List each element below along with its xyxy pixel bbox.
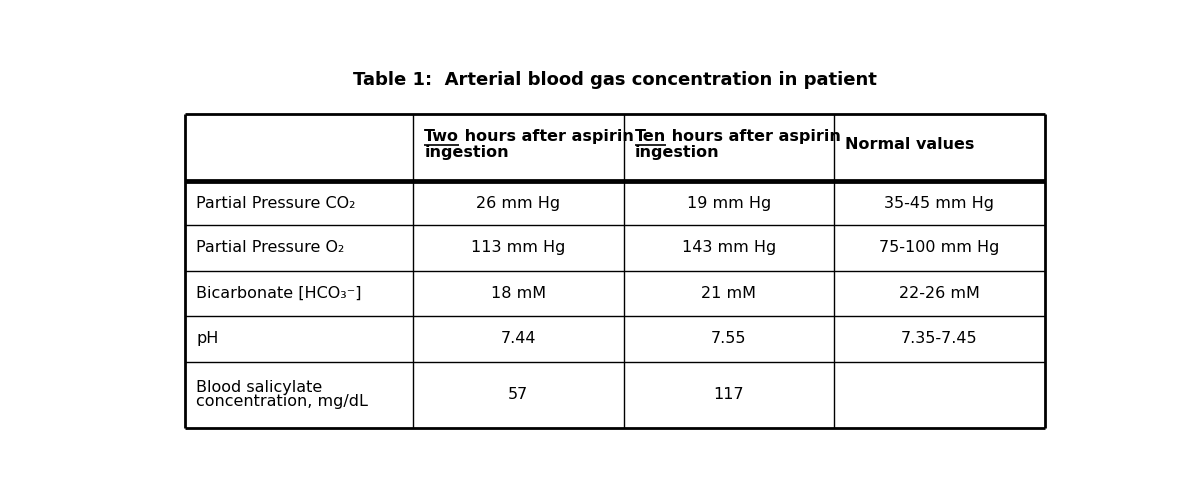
Text: Bicarbonate [HCO₃⁻]: Bicarbonate [HCO₃⁻] xyxy=(197,286,362,301)
Text: Partial Pressure O₂: Partial Pressure O₂ xyxy=(197,241,344,255)
Text: 7.35-7.45: 7.35-7.45 xyxy=(901,331,978,346)
Text: ingestion: ingestion xyxy=(635,145,719,160)
Text: ingestion: ingestion xyxy=(425,145,509,160)
Text: hours after aspirin: hours after aspirin xyxy=(666,129,841,144)
Text: 18 mM: 18 mM xyxy=(491,286,546,301)
Text: 7.44: 7.44 xyxy=(500,331,536,346)
Text: 35-45 mm Hg: 35-45 mm Hg xyxy=(884,196,995,211)
Text: Blood salicylate: Blood salicylate xyxy=(197,380,323,395)
Text: 26 mm Hg: 26 mm Hg xyxy=(476,196,560,211)
Text: 113 mm Hg: 113 mm Hg xyxy=(472,241,565,255)
Text: concentration, mg/dL: concentration, mg/dL xyxy=(197,394,368,409)
Text: 75-100 mm Hg: 75-100 mm Hg xyxy=(880,241,1000,255)
Text: Ten: Ten xyxy=(635,129,666,144)
Text: Normal values: Normal values xyxy=(845,137,974,152)
Text: 19 mm Hg: 19 mm Hg xyxy=(686,196,770,211)
Text: 21 mM: 21 mM xyxy=(701,286,756,301)
Text: 22-26 mM: 22-26 mM xyxy=(899,286,980,301)
Text: 57: 57 xyxy=(509,387,528,402)
Text: 143 mm Hg: 143 mm Hg xyxy=(682,241,776,255)
Text: Table 1:  Arterial blood gas concentration in patient: Table 1: Arterial blood gas concentratio… xyxy=(353,71,877,89)
Text: hours after aspirin: hours after aspirin xyxy=(460,129,634,144)
Text: Partial Pressure CO₂: Partial Pressure CO₂ xyxy=(197,196,356,211)
Text: pH: pH xyxy=(197,331,218,346)
Text: 7.55: 7.55 xyxy=(712,331,746,346)
Text: 117: 117 xyxy=(714,387,744,402)
Text: Two: Two xyxy=(425,129,460,144)
